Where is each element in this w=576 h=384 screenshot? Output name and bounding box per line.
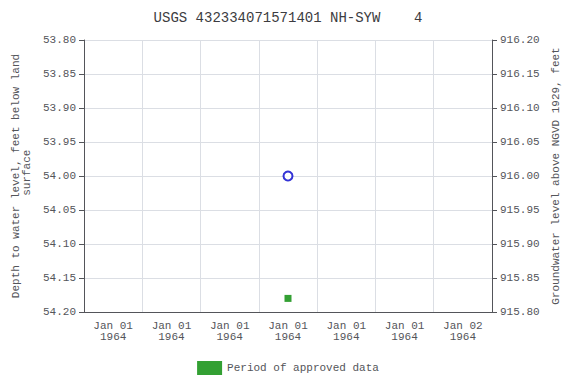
svg-text:53.80: 53.80 — [43, 34, 76, 46]
svg-text:USGS 432334071571401 NH-SYW: USGS 432334071571401 NH-SYW 4 — [154, 10, 423, 26]
svg-text:916.10: 916.10 — [500, 102, 540, 114]
svg-text:Jan 01: Jan 01 — [209, 319, 250, 332]
svg-text:surface: surface — [21, 150, 33, 203]
svg-text:1964: 1964 — [391, 331, 418, 343]
svg-text:54.10: 54.10 — [43, 238, 76, 250]
svg-text:1964: 1964 — [450, 331, 477, 343]
svg-text:54.15: 54.15 — [43, 272, 76, 284]
svg-text:916.15: 916.15 — [500, 68, 540, 80]
svg-text:Period of approved data: Period of approved data — [227, 362, 379, 374]
svg-text:1964: 1964 — [275, 331, 302, 343]
svg-text:Groundwater level above NGVD 1: Groundwater level above NGVD 1929, feet — [550, 47, 562, 304]
svg-text:Jan 01: Jan 01 — [268, 319, 308, 332]
svg-text:Jan 01: Jan 01 — [326, 319, 367, 332]
svg-text:1964: 1964 — [158, 331, 185, 343]
svg-text:Depth to water level, feet bel: Depth to water level, feet below land — [9, 53, 22, 299]
svg-text:1964: 1964 — [217, 331, 244, 343]
svg-text:Jan 02: Jan 02 — [443, 319, 483, 332]
svg-text:54.20: 54.20 — [43, 306, 76, 318]
svg-text:916.20: 916.20 — [500, 34, 540, 46]
svg-text:1964: 1964 — [333, 331, 360, 343]
svg-text:54.05: 54.05 — [43, 204, 76, 216]
svg-text:915.85: 915.85 — [500, 272, 540, 284]
svg-text:Jan 01: Jan 01 — [93, 319, 133, 332]
svg-text:54.00: 54.00 — [43, 170, 76, 182]
svg-text:916.05: 916.05 — [500, 136, 540, 148]
svg-text:915.95: 915.95 — [500, 204, 540, 216]
svg-text:53.90: 53.90 — [43, 102, 76, 114]
svg-text:915.80: 915.80 — [500, 306, 540, 318]
svg-text:Jan 01: Jan 01 — [151, 319, 192, 332]
svg-text:53.85: 53.85 — [43, 68, 76, 80]
svg-text:916.00: 916.00 — [500, 170, 540, 182]
svg-text:53.95: 53.95 — [43, 136, 76, 148]
svg-text:1964: 1964 — [100, 331, 127, 343]
svg-text:Jan 01: Jan 01 — [384, 319, 425, 332]
svg-text:915.90: 915.90 — [500, 238, 540, 250]
